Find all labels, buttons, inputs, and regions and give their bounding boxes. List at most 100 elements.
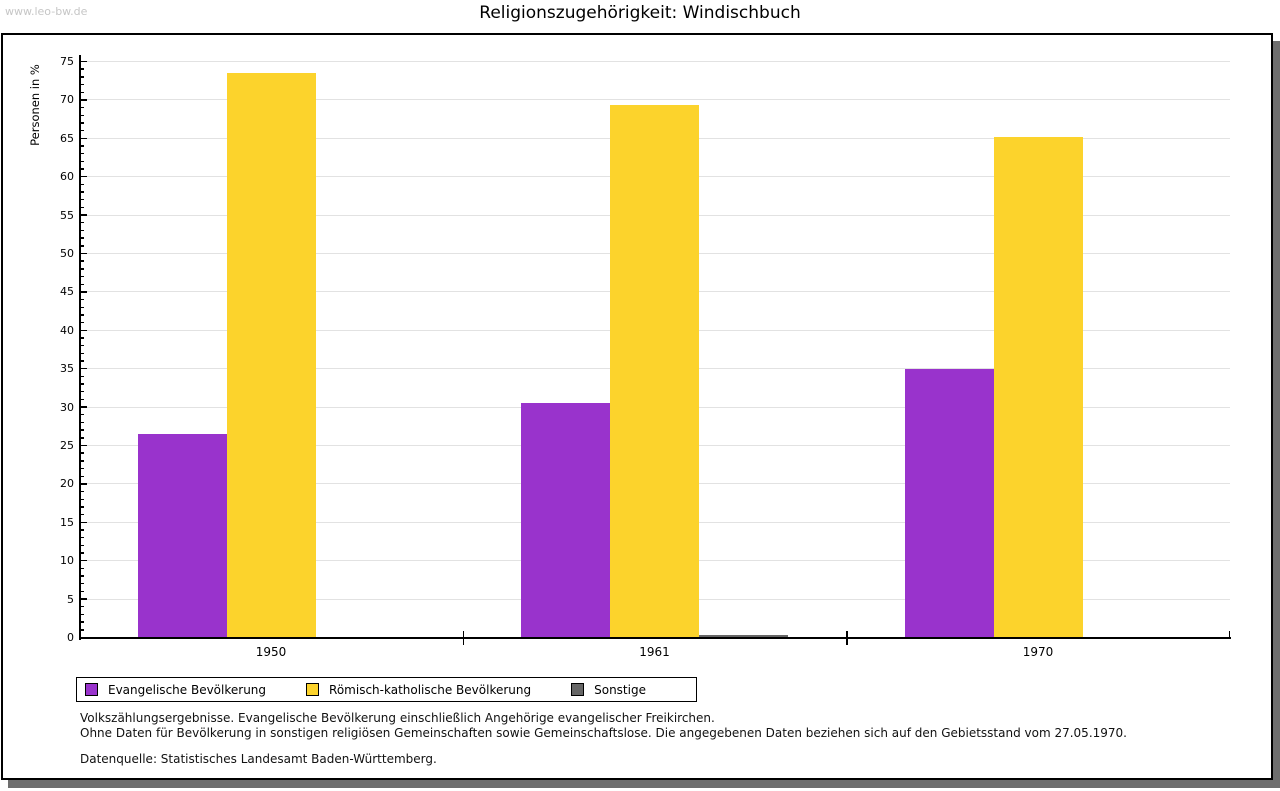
y-minor-tick [80, 114, 84, 116]
y-tick-label: 10 [60, 554, 74, 568]
legend-swatch-2 [571, 683, 585, 696]
y-minor-tick [80, 452, 84, 454]
y-major-tick [80, 483, 87, 485]
y-tick-label: 5 [67, 592, 74, 606]
y-minor-tick [80, 298, 84, 301]
y-minor-tick [80, 245, 84, 247]
y-minor-tick [80, 536, 84, 539]
y-minor-tick [80, 168, 84, 170]
y-minor-tick [80, 429, 84, 431]
y-minor-tick [80, 344, 84, 347]
y-minor-tick [80, 383, 84, 385]
y-minor-tick [80, 414, 84, 416]
y-minor-tick [80, 391, 84, 393]
y-minor-tick [80, 106, 84, 109]
bar [521, 403, 610, 638]
y-minor-tick [80, 145, 84, 147]
y-minor-tick [80, 552, 84, 554]
y-minor-tick [80, 306, 84, 308]
source-line: Datenquelle: Statistisches Landesamt Bad… [80, 752, 437, 766]
y-minor-tick [80, 199, 84, 201]
y-major-tick [80, 214, 87, 216]
y-axis-line [79, 55, 81, 640]
y-tick-label: 45 [60, 285, 74, 299]
y-minor-tick [80, 160, 84, 163]
y-minor-tick [80, 375, 84, 378]
bar [699, 635, 788, 638]
y-minor-tick [80, 544, 84, 547]
y-minor-tick [80, 460, 84, 462]
x-axis-label: 1970 [1022, 644, 1054, 659]
x-axis-line [79, 636, 1231, 639]
y-tick-label: 60 [60, 170, 74, 184]
bar [226, 73, 316, 638]
y-minor-tick [80, 229, 84, 232]
y-minor-tick [80, 398, 84, 401]
footnote-line-2: Ohne Daten für Bevölkerung in sonstigen … [80, 725, 1127, 740]
legend-label-sonstige: Sonstige [594, 682, 646, 697]
y-major-tick [80, 560, 87, 562]
legend-item: Römisch-katholische Bevölkerung [306, 683, 531, 697]
y-tick-label: 20 [60, 477, 74, 491]
y-major-tick [80, 176, 87, 178]
y-minor-tick [80, 314, 84, 316]
y-minor-tick [80, 337, 84, 339]
y-minor-tick [80, 498, 84, 500]
y-minor-tick [80, 283, 84, 285]
y-minor-tick [80, 475, 84, 477]
y-major-tick [80, 406, 87, 408]
y-major-tick [80, 444, 87, 447]
chart-frame: Personen in % 0 5 10 15 20 25 30 35 40 45 50 55 60 65… [1, 33, 1273, 780]
y-minor-tick [80, 506, 84, 508]
y-tick-label: 15 [60, 515, 74, 529]
y-minor-tick [80, 529, 84, 531]
gridline [80, 99, 1230, 101]
y-major-tick [80, 368, 87, 370]
y-tick-label: 35 [60, 362, 74, 376]
y-minor-tick [80, 606, 84, 608]
y-minor-tick [80, 352, 84, 355]
y-minor-tick [80, 91, 84, 93]
y-minor-tick [80, 260, 84, 262]
legend-label-evangelisch: Evangelische Bevölkerung [108, 682, 267, 697]
y-minor-tick [80, 122, 84, 124]
legend-label-katholisch: Römisch-katholische Bevölkerung [329, 682, 532, 697]
y-minor-tick [80, 183, 84, 186]
y-tick-label: 0 [67, 631, 74, 644]
y-major-tick [80, 521, 87, 523]
y-tick-label: 55 [60, 208, 74, 222]
y-minor-tick [80, 321, 84, 324]
legend-item: Sonstige [571, 683, 646, 697]
y-minor-tick [80, 629, 84, 631]
category-boundary-tick [462, 630, 465, 645]
y-minor-tick [80, 222, 84, 224]
y-minor-tick [80, 575, 84, 577]
y-minor-tick [80, 583, 84, 585]
y-minor-tick [80, 360, 84, 362]
y-major-tick [80, 252, 87, 255]
y-minor-tick [80, 613, 84, 616]
x-axis-label: 1961 [639, 644, 670, 659]
y-minor-tick [80, 68, 84, 70]
y-tick-label: 40 [60, 323, 74, 337]
page-title: Religionszugehörigkeit: Windischbuch [479, 3, 801, 23]
y-tick-label: 25 [60, 439, 74, 452]
y-major-tick [80, 291, 87, 293]
y-minor-tick [80, 191, 84, 193]
category-boundary-tick [846, 630, 848, 645]
y-minor-tick [80, 437, 84, 439]
y-minor-tick [80, 490, 84, 493]
y-tick-label: 75 [60, 55, 74, 68]
y-minor-tick [80, 76, 84, 78]
y-minor-tick [80, 467, 84, 470]
y-minor-tick [80, 268, 84, 270]
y-major-tick [80, 99, 87, 101]
y-minor-tick [80, 206, 84, 209]
y-minor-tick [80, 129, 84, 132]
y-tick-label: 50 [60, 247, 74, 260]
axis-end-tick [1229, 630, 1231, 639]
y-minor-tick [80, 590, 84, 593]
bar [904, 369, 994, 638]
y-minor-tick [80, 83, 84, 86]
watermark-text: www.leo-bw.de [5, 5, 88, 18]
